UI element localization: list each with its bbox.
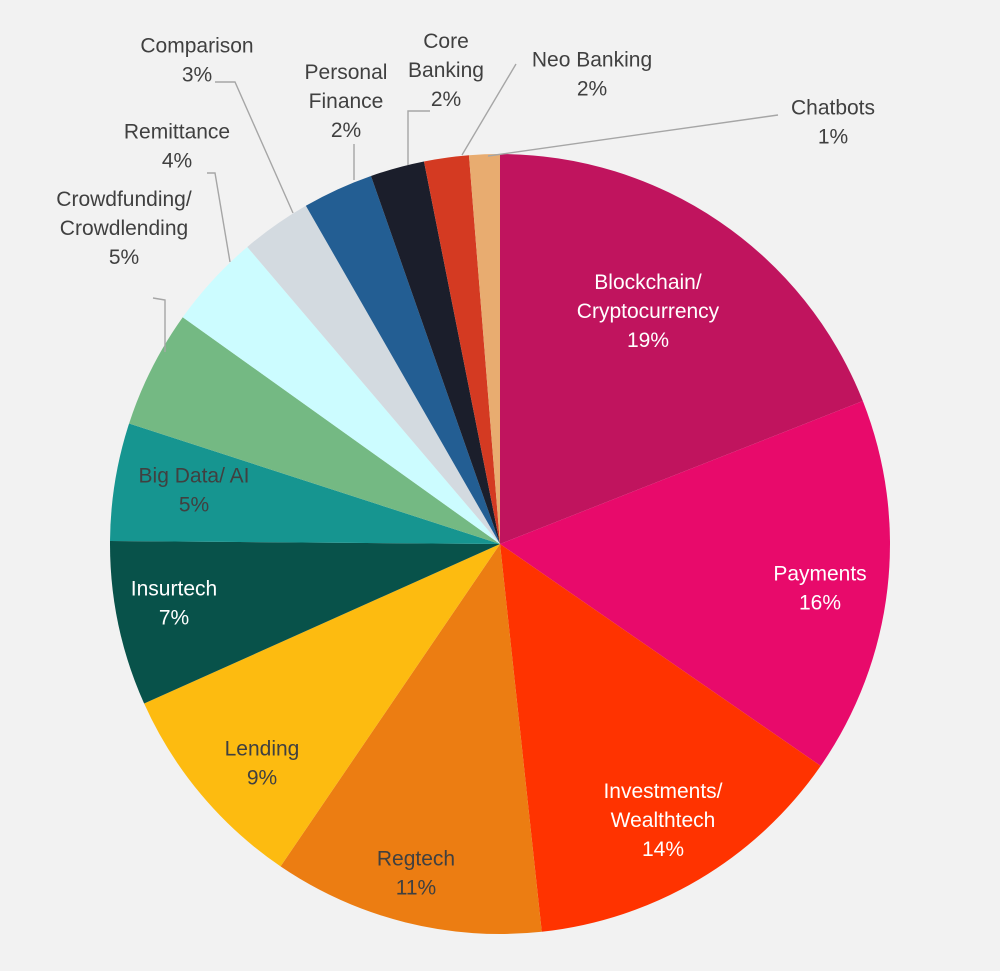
slice-label-0: Blockchain/Cryptocurrency 19% — [577, 271, 720, 352]
slice-label-11: Core Banking 2% — [408, 30, 484, 111]
slice-percent-label: 16% — [799, 592, 841, 615]
slice-name-label: Remittance — [124, 121, 230, 144]
slice-name-label: Crowdfunding/ — [56, 188, 192, 211]
slice-name-label: Finance — [309, 90, 384, 113]
slice-name-label: Chatbots — [791, 97, 875, 120]
leader-line-13 — [487, 114, 779, 157]
pie-slice-10 — [305, 175, 500, 544]
pie-slice-4 — [144, 544, 500, 867]
pie-slice-1 — [500, 400, 890, 766]
slice-name-label: Regtech — [377, 848, 455, 871]
slice-label-6: Big Data/ AI 5% — [139, 465, 250, 517]
slice-name-label: Investments/ — [603, 780, 722, 803]
slice-name-label: Core — [423, 30, 469, 53]
slice-label-1: Payments 16% — [773, 563, 866, 615]
slice-percent-label: 7% — [159, 607, 189, 630]
slice-percent-label: 9% — [247, 767, 277, 790]
slice-percent-label: 2% — [577, 78, 607, 101]
slice-label-8: Remittance 4% — [124, 121, 230, 173]
slice-label-12: Neo Banking 2% — [532, 49, 652, 101]
slice-label-3: Regtech 11% — [377, 848, 455, 900]
pie-slice-11 — [370, 161, 500, 545]
pie-slice-8 — [182, 246, 501, 544]
pie-slice-3 — [280, 544, 542, 935]
slice-label-13: Chatbots 1% — [791, 97, 875, 149]
leader-line-9 — [215, 81, 294, 214]
slice-label-9: Comparison 3% — [140, 35, 253, 87]
slice-percent-label: 5% — [109, 246, 139, 269]
slice-label-7: Crowdfunding/Crowdlending 5% — [56, 188, 192, 269]
slice-name-label: Personal — [305, 61, 388, 84]
slice-percent-label: 11% — [396, 877, 436, 900]
slice-percent-label: 3% — [182, 64, 212, 87]
leader-lines-layer — [152, 63, 779, 352]
slice-name-label: Neo Banking — [532, 49, 652, 72]
pie-slice-6 — [110, 423, 500, 544]
slice-name-label: Payments — [773, 563, 866, 586]
leader-line-7 — [152, 297, 166, 352]
pie-slice-13 — [468, 154, 500, 544]
slice-name-label: Crowdlending — [60, 217, 188, 240]
slice-percent-label: 19% — [627, 329, 669, 352]
pie-slice-0 — [500, 154, 863, 544]
leader-line-8 — [207, 172, 231, 263]
pie-slice-12 — [423, 155, 500, 545]
slice-name-label: Comparison — [140, 35, 253, 58]
slice-percent-label: 14% — [642, 838, 684, 861]
pie-slice-9 — [247, 205, 500, 544]
pie-slice-7 — [129, 317, 500, 544]
leader-line-12 — [461, 63, 517, 156]
slice-percent-label: 4% — [162, 150, 192, 173]
slice-name-label: Blockchain/ — [594, 271, 702, 294]
slice-label-2: Investments/Wealthtech 14% — [603, 780, 722, 861]
slice-name-label: Insurtech — [131, 578, 217, 601]
slice-name-label: Wealthtech — [611, 809, 716, 832]
pie-slice-2 — [500, 544, 821, 932]
slice-label-4: Lending 9% — [225, 738, 300, 790]
slice-percent-label: 1% — [818, 126, 848, 149]
leader-line-11 — [407, 110, 430, 165]
slice-name-label: Cryptocurrency — [577, 300, 720, 323]
pie-slice-5 — [109, 541, 501, 704]
slice-name-label: Lending — [225, 738, 300, 761]
labels-layer: Blockchain/Cryptocurrency 19% Payments 16% I… — [56, 30, 875, 900]
slice-name-label: Banking — [408, 59, 484, 82]
slice-percent-label: 5% — [179, 494, 209, 517]
slice-percent-label: 2% — [331, 119, 361, 142]
slice-name-label: Big Data/ AI — [139, 465, 250, 488]
slice-label-10: Personal Finance 2% — [305, 61, 388, 142]
slices-layer — [109, 154, 890, 935]
slice-percent-label: 2% — [431, 88, 461, 111]
slice-label-5: Insurtech 7% — [131, 578, 217, 630]
